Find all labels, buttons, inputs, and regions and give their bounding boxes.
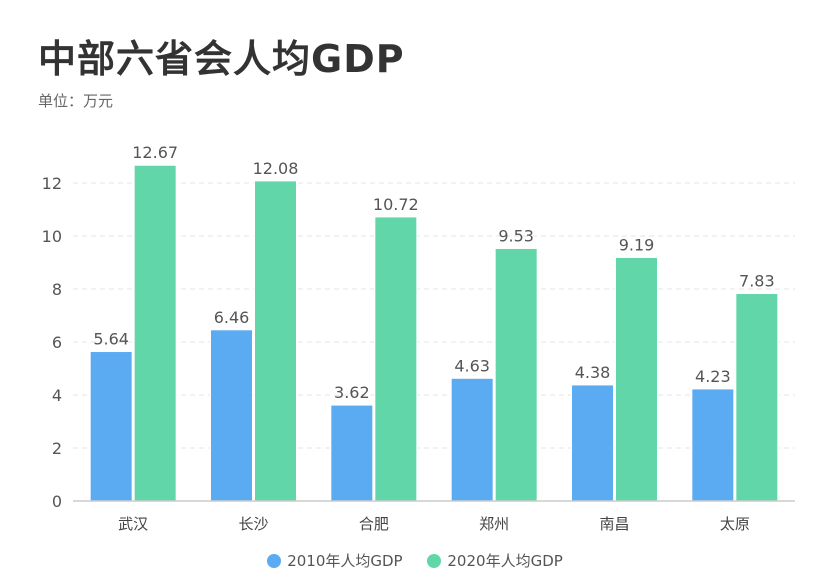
x-axis-ticks: 武汉 长沙 合肥 郑州 南昌 太原 xyxy=(118,515,750,533)
legend-item-2010[interactable]: 2010年人均GDP xyxy=(267,550,403,571)
data-label: 4.63 xyxy=(454,356,490,375)
y-tick-label: 8 xyxy=(52,280,62,299)
y-tick-label: 2 xyxy=(52,439,62,458)
legend-label-2020: 2020年人均GDP xyxy=(447,552,563,570)
y-tick-label: 6 xyxy=(52,333,62,352)
bar xyxy=(210,329,253,502)
bars xyxy=(89,164,779,502)
data-label: 12.08 xyxy=(253,159,299,178)
bar xyxy=(735,293,779,502)
data-label: 7.83 xyxy=(739,272,775,291)
x-tick-label: 长沙 xyxy=(238,515,268,533)
data-label: 4.23 xyxy=(695,367,731,386)
bar xyxy=(450,377,494,502)
bar xyxy=(691,388,735,502)
bar xyxy=(254,180,297,502)
chart-title: 中部六省会人均GDP xyxy=(38,37,405,81)
bar xyxy=(571,384,614,502)
data-label: 9.19 xyxy=(619,235,655,254)
legend-swatch-2010 xyxy=(267,553,282,568)
data-label: 10.72 xyxy=(373,195,419,214)
bar xyxy=(615,256,658,502)
data-label: 4.38 xyxy=(575,363,611,382)
data-label: 9.53 xyxy=(498,226,534,245)
data-label: 6.46 xyxy=(214,308,250,327)
y-tick-label: 4 xyxy=(52,386,62,405)
chart-subtitle: 单位：万元 xyxy=(38,92,114,110)
data-label: 12.67 xyxy=(132,143,178,162)
data-label: 5.64 xyxy=(93,330,129,349)
x-tick-label: 武汉 xyxy=(118,515,148,533)
data-label: 3.62 xyxy=(334,383,370,402)
bar xyxy=(89,351,133,502)
x-tick-label: 合肥 xyxy=(359,515,389,533)
x-tick-label: 南昌 xyxy=(599,515,629,533)
bar xyxy=(494,247,538,502)
x-tick-label: 郑州 xyxy=(479,515,509,533)
bar xyxy=(330,404,374,502)
legend-label-2010: 2010年人均GDP xyxy=(287,552,403,570)
y-tick-label: 0 xyxy=(52,492,62,511)
bar xyxy=(133,164,177,502)
legend-swatch-2020 xyxy=(427,553,442,568)
legend-item-2020[interactable]: 2020年人均GDP xyxy=(427,550,563,571)
data-labels: 5.64 12.67 6.46 12.08 3.62 10.72 4.63 9.53 4.38 9… xyxy=(93,143,774,402)
y-tick-label: 10 xyxy=(42,227,62,246)
y-tick-label: 12 xyxy=(42,174,62,193)
grid-lines xyxy=(73,182,795,449)
x-tick-label: 太原 xyxy=(720,515,750,533)
y-axis-ticks: 0 2 4 6 8 10 12 xyxy=(42,174,62,511)
bar xyxy=(374,216,418,502)
legend: 2010年人均GDP 2020年人均GDP xyxy=(0,550,830,572)
